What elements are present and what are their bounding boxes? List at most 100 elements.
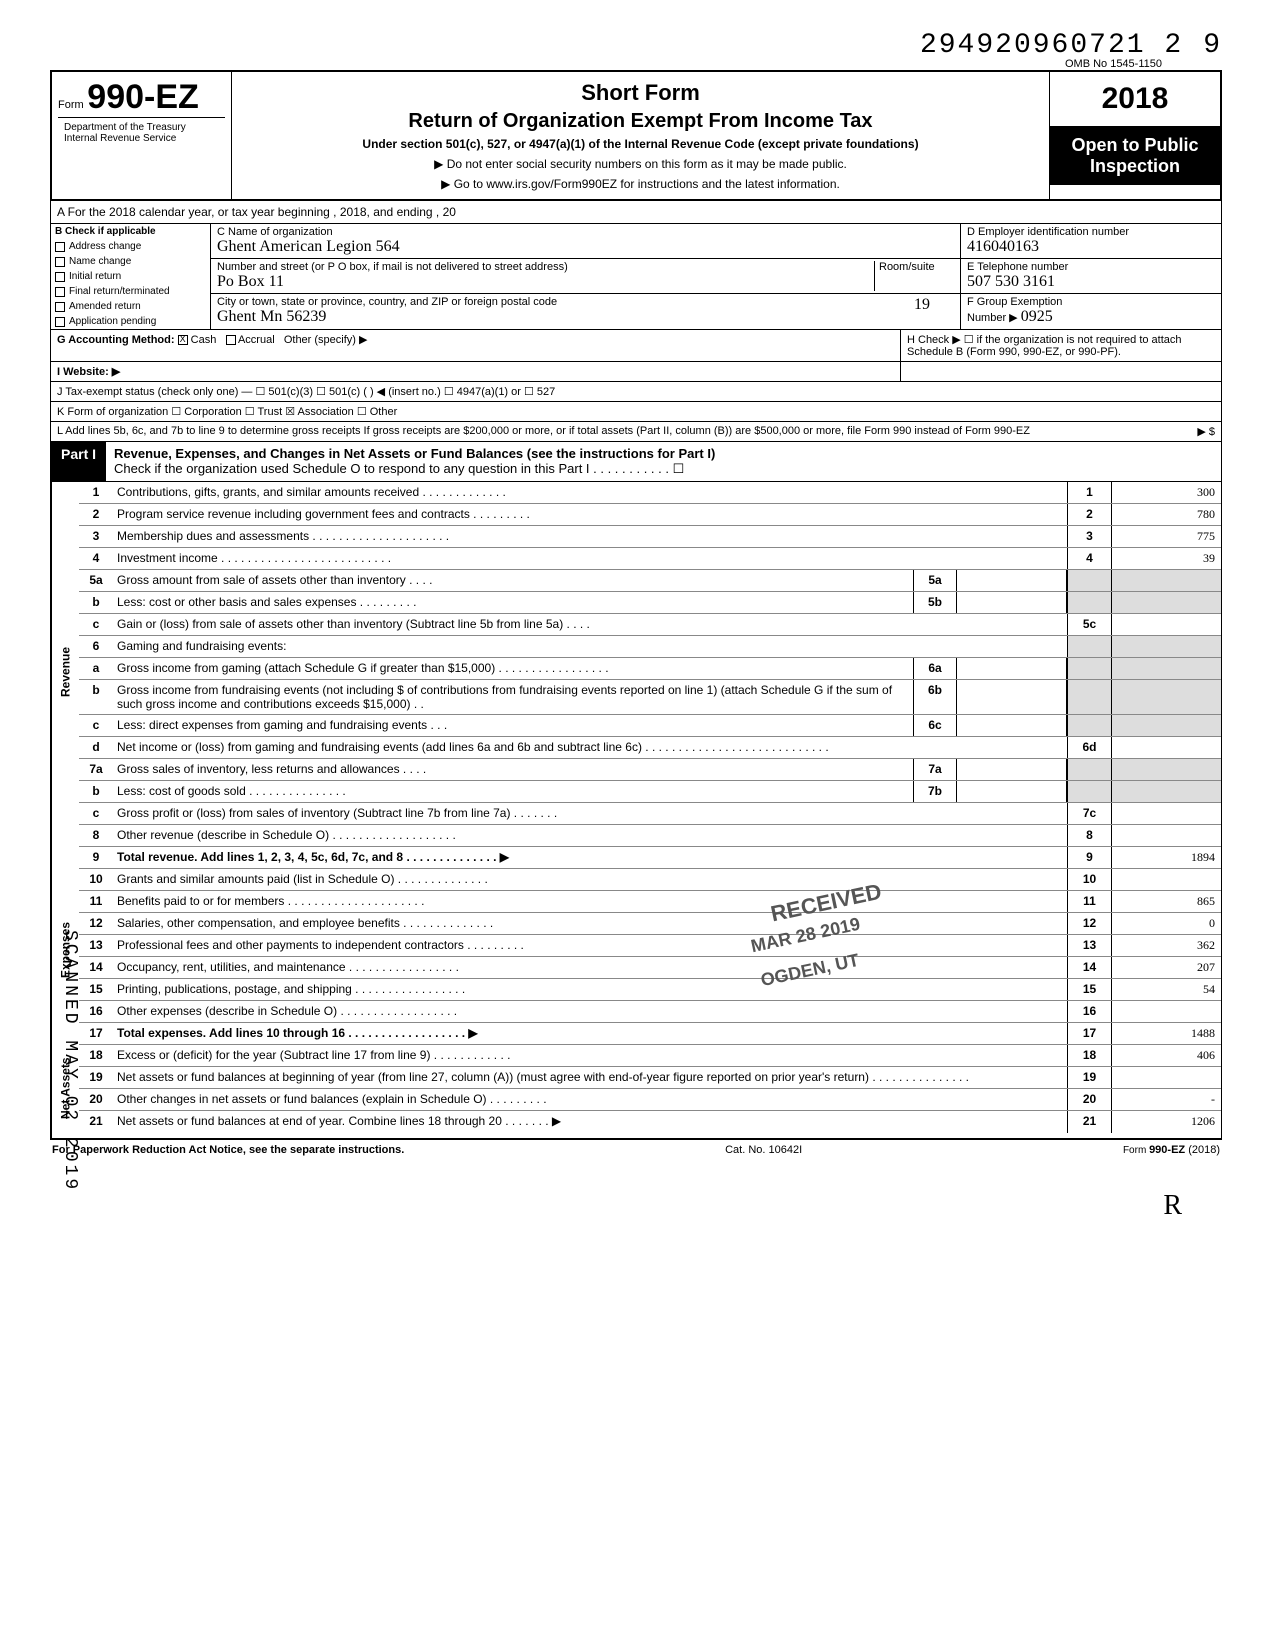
line-description: Gross income from gaming (attach Schedul… [113,658,913,679]
line-row: 11Benefits paid to or for members . . . … [79,891,1221,913]
inset-box: 6c [913,715,957,736]
chk-name-change[interactable]: Name change [51,254,210,269]
line-number: 8 [79,825,113,846]
line-amount: - [1111,1089,1221,1110]
line-description: Gain or (loss) from sale of assets other… [113,614,1067,635]
line-number: c [79,614,113,635]
inset-box: 6b [913,680,957,714]
line-number: c [79,715,113,736]
return-title: Return of Organization Exempt From Incom… [242,110,1039,133]
line-amount [1111,869,1221,890]
line-amount: 780 [1111,504,1221,525]
inset-box: 7a [913,759,957,780]
line-amount: 54 [1111,979,1221,1000]
row-i: I Website: ▶ [50,362,1222,382]
inset-amount [957,715,1067,736]
line-amount: 362 [1111,935,1221,956]
line-description: Net income or (loss) from gaming and fun… [113,737,1067,758]
group-exemption-value: 0925 [1021,308,1053,325]
chk-amended-return[interactable]: Amended return [51,299,210,314]
line-description: Contributions, gifts, grants, and simila… [113,482,1067,503]
line-box: 2 [1067,504,1111,525]
line-amount [1111,737,1221,758]
line-description: Gross profit or (loss) from sales of inv… [113,803,1067,824]
inset-amount [957,658,1067,679]
line-number: 21 [79,1111,113,1133]
line-box: 16 [1067,1001,1111,1022]
chk-final-return[interactable]: Final return/terminated [51,284,210,299]
part-1-lines: Revenue Expenses Net Assets 1Contributio… [50,482,1222,1139]
line-number: 13 [79,935,113,956]
line-row: 18Excess or (deficit) for the year (Subt… [79,1045,1221,1067]
line-number: 1 [79,482,113,503]
dept-treasury: Department of the Treasury Internal Reve… [58,117,225,148]
line-number: 16 [79,1001,113,1022]
line-description: Other changes in net assets or fund bala… [113,1089,1067,1110]
line-row: cGain or (loss) from sale of assets othe… [79,614,1221,636]
inset-box: 6a [913,658,957,679]
chk-initial-return[interactable]: Initial return [51,269,210,284]
line-description: Gross income from fundraising events (no… [113,680,913,714]
line-description: Total expenses. Add lines 10 through 16 … [113,1023,1067,1044]
line-row: 16Other expenses (describe in Schedule O… [79,1001,1221,1023]
row-l: L Add lines 5b, 6c, and 7b to line 9 to … [50,422,1222,442]
initials: R [50,1190,1182,1222]
line-box: 19 [1067,1067,1111,1088]
line-number: 14 [79,957,113,978]
inset-amount [957,759,1067,780]
c-name-label: C Name of organization [217,226,333,238]
subtitle: Under section 501(c), 527, or 4947(a)(1)… [242,137,1039,151]
line-amount: 39 [1111,548,1221,569]
line-amount: 1488 [1111,1023,1221,1044]
line-row: 7aGross sales of inventory, less returns… [79,759,1221,781]
line-description: Grants and similar amounts paid (list in… [113,869,1067,890]
line-box: 12 [1067,913,1111,934]
line-description: Occupancy, rent, utilities, and maintena… [113,957,1067,978]
form-prefix: Form [58,99,84,111]
chk-application-pending[interactable]: Application pending [51,314,210,329]
line-description: Other expenses (describe in Schedule O) … [113,1001,1067,1022]
line-description: Less: cost or other basis and sales expe… [113,592,913,613]
line-row: 3Membership dues and assessments . . . .… [79,526,1221,548]
scanned-stamp: SCANNED MAY 02 2019 [60,930,80,1192]
block-bcd: B Check if applicable Address change Nam… [50,224,1222,330]
line-box: 13 [1067,935,1111,956]
line-box: 9 [1067,847,1111,868]
line-box [1067,636,1111,657]
line-description: Less: direct expenses from gaming and fu… [113,715,913,736]
line-amount [1111,1001,1221,1022]
chk-address-change[interactable]: Address change [51,239,210,254]
line-box: 1 [1067,482,1111,503]
line-row: 5aGross amount from sale of assets other… [79,570,1221,592]
row-k: K Form of organization ☐ Corporation ☐ T… [50,402,1222,422]
line-description: Program service revenue including govern… [113,504,1067,525]
shade-amt [1111,570,1221,591]
line-description: Total revenue. Add lines 1, 2, 3, 4, 5c,… [113,847,1067,868]
line-amount: 1894 [1111,847,1221,868]
f-number-label: Number ▶ [967,312,1018,324]
line-box: 15 [1067,979,1111,1000]
line-number: d [79,737,113,758]
line-row: 19Net assets or fund balances at beginni… [79,1067,1221,1089]
inset-amount [957,680,1067,714]
chk-cash[interactable] [178,335,188,345]
street-value: Po Box 11 [217,273,284,290]
shade-box [1067,781,1111,802]
line-number: 17 [79,1023,113,1044]
row-g-h: G Accounting Method: Cash Accrual Other … [50,330,1222,362]
open-to-public: Open to Public Inspection [1050,127,1220,185]
line-description: Membership dues and assessments . . . . … [113,526,1067,547]
line-description: Salaries, other compensation, and employ… [113,913,1067,934]
inset-amount [957,570,1067,591]
chk-accrual[interactable] [226,335,236,345]
line-amount [1111,1067,1221,1088]
line-row: 13Professional fees and other payments t… [79,935,1221,957]
line-number: 2 [79,504,113,525]
c-city-label: City or town, state or province, country… [217,296,557,308]
line-number: 5a [79,570,113,591]
line-number: 12 [79,913,113,934]
shade-box [1067,658,1111,679]
city-value: Ghent Mn 56239 [217,308,326,325]
line-description: Gross sales of inventory, less returns a… [113,759,913,780]
line-description: Investment income . . . . . . . . . . . … [113,548,1067,569]
